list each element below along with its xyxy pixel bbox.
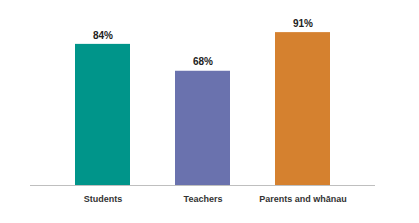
svg-text:91%: 91%: [293, 18, 313, 29]
svg-text:68%: 68%: [193, 56, 213, 67]
svg-text:Parents and whānau: Parents and whānau: [259, 194, 347, 204]
svg-text:Students: Students: [84, 194, 123, 204]
svg-text:84%: 84%: [93, 30, 113, 41]
svg-text:Teachers: Teachers: [184, 194, 223, 204]
